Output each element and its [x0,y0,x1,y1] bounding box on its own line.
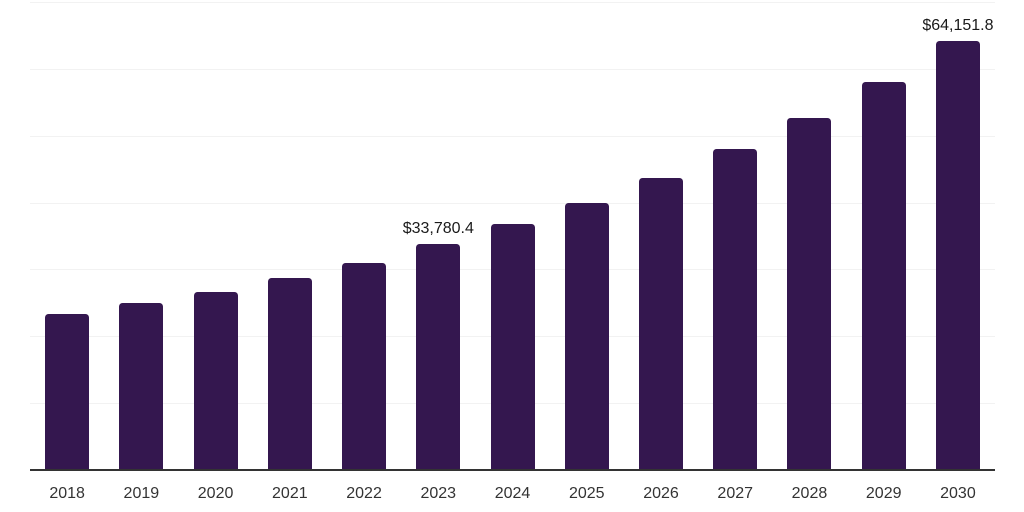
bar-slot-2023: $33,780.4 [401,2,475,470]
x-axis-tick-labels: 2018 2019 2020 2021 2022 2023 2024 2025 2026 2027… [30,484,995,503]
x-tick-label-2030: 2030 [940,485,976,502]
x-tick-label-2028: 2028 [791,485,828,502]
bar-2029 [861,82,906,470]
bar-slot-2025 [550,2,624,470]
bar-slot-2028 [772,2,846,470]
bar-slot-2026 [624,2,698,470]
bar-2026 [638,177,683,470]
x-tick-label-2023: 2023 [420,485,457,502]
bar-2024 [490,223,535,470]
bar-2022 [342,262,387,470]
x-tick-label-2018: 2018 [49,485,85,502]
x-tick-label-2021: 2021 [272,485,308,502]
bar-slot-2029 [847,2,921,470]
bar-2027 [713,149,758,470]
bar-2028 [787,117,832,470]
bar-2019 [119,302,164,470]
x-tick-label-2029: 2029 [865,485,902,502]
bar-slot-2019 [104,2,178,470]
x-tick-label-2025: 2025 [568,485,605,502]
value-label-2023: $33,780.4 [402,220,474,238]
gridline-40000 [30,202,995,204]
x-tick-label-2027: 2027 [717,485,754,502]
gridline-60000 [30,68,995,70]
x-tick-label-2020: 2020 [197,485,234,502]
x-axis-line [30,469,995,471]
plot-area: $33,780.4 $64,151.8 [30,2,995,470]
bar-slot-2030: $64,151.8 [921,2,995,470]
bar-slot-2018 [30,2,104,470]
value-label-2030: $64,151.8 [922,17,994,35]
bar-2018 [45,313,90,470]
x-tick-label-2022: 2022 [346,485,382,502]
bar-slot-2020 [178,2,252,470]
bar-slot-2022 [327,2,401,470]
bar-slot-2021 [253,2,327,470]
bar-2020 [193,292,238,470]
bar-slot-2027 [698,2,772,470]
bar-2021 [267,278,312,470]
bar-2030 [935,41,980,470]
bar-2023 [416,244,461,470]
x-tick-label-2019: 2019 [123,485,160,502]
gridline-70000 [30,2,995,3]
x-tick-label-2026: 2026 [643,485,679,502]
bar-2025 [564,203,609,470]
gridline-50000 [30,135,995,137]
bar-slot-2024 [475,2,549,470]
x-tick-label-2024: 2024 [494,485,531,502]
bar-series: $33,780.4 $64,151.8 [30,2,995,470]
